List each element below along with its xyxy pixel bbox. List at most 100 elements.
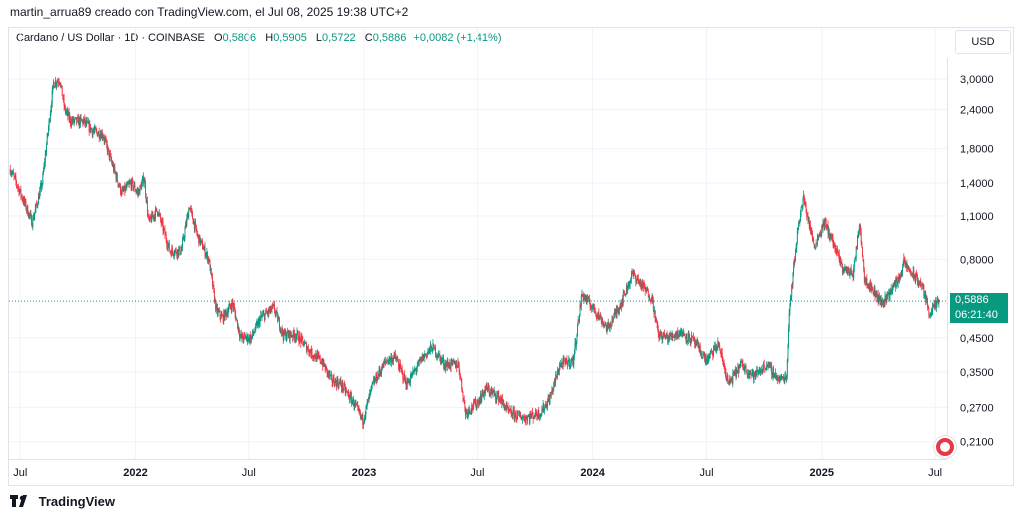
candle-body: [803, 195, 805, 203]
candle-body: [79, 117, 81, 125]
candle-body: [753, 370, 754, 380]
candle-body: [877, 294, 879, 303]
candle-body: [21, 195, 23, 200]
candle-body: [61, 85, 63, 87]
currency-button[interactable]: USD: [955, 30, 1011, 54]
candle-body: [596, 315, 598, 317]
candle-body: [14, 176, 16, 178]
candle-body: [823, 221, 825, 223]
candle-body: [501, 398, 503, 404]
candle-body: [390, 356, 392, 359]
candle-body: [677, 331, 679, 336]
candle-body: [878, 298, 880, 303]
candle-body: [923, 285, 925, 297]
candle-body: [463, 399, 465, 403]
candle-body: [44, 162, 46, 165]
candle-body: [671, 334, 673, 338]
candle-body: [73, 117, 74, 122]
candle-body: [529, 413, 531, 421]
symbol-name[interactable]: Cardano / US Dollar · 1D · COINBASE: [16, 32, 205, 44]
candle-body: [597, 316, 599, 317]
candle-body: [554, 379, 556, 383]
candle-body: [227, 312, 228, 316]
candle-body: [553, 382, 555, 388]
candle-body: [860, 232, 862, 243]
candle-body: [36, 204, 38, 206]
candle-body: [766, 365, 768, 369]
candle-body: [633, 271, 635, 275]
candle-body: [294, 334, 295, 339]
candle-body: [259, 318, 261, 325]
candle-body: [475, 399, 477, 408]
candle-body: [445, 363, 447, 369]
candle-body: [213, 289, 215, 302]
candle-body: [381, 370, 383, 374]
candle-body: [800, 213, 801, 221]
candle-body: [27, 206, 29, 216]
candle-body: [883, 300, 885, 304]
candle-body: [577, 325, 579, 335]
candle-body: [511, 414, 513, 418]
candle-body: [634, 273, 636, 278]
candle-body: [406, 380, 408, 389]
candle-body: [811, 231, 813, 239]
candle-body: [131, 179, 133, 181]
us-flag-icon[interactable]: [934, 436, 956, 458]
candle-body: [442, 358, 444, 361]
candle-body: [165, 234, 166, 236]
candle-body: [141, 179, 143, 183]
candle-body: [639, 281, 641, 284]
candle-body: [350, 394, 352, 396]
candle-body: [490, 392, 491, 395]
tradingview-footer[interactable]: TradingView: [10, 494, 115, 512]
candle-body: [848, 269, 850, 275]
candle-body: [235, 313, 237, 320]
candle-body: [94, 127, 96, 131]
candle-body: [138, 190, 140, 194]
candle-body: [172, 251, 174, 255]
candle-body: [86, 121, 88, 124]
candle-body: [590, 307, 592, 310]
candle-body: [242, 338, 244, 341]
candle-body: [749, 370, 751, 375]
candle-body: [719, 345, 721, 350]
candle-body: [836, 249, 838, 253]
candle-body: [634, 271, 635, 274]
time-scale[interactable]: [9, 459, 947, 486]
price-scale[interactable]: [947, 58, 1014, 459]
candle-body: [496, 394, 498, 396]
candle-body: [351, 401, 353, 404]
candle-body: [629, 281, 630, 285]
candle-body: [19, 190, 21, 194]
candle-body: [15, 176, 17, 182]
candle-body: [873, 293, 875, 296]
candle-body: [436, 355, 438, 357]
candle-body: [440, 357, 442, 363]
candle-body: [513, 410, 515, 419]
candle-body: [471, 405, 473, 409]
candle-body: [274, 304, 275, 312]
candle-body: [345, 390, 347, 393]
candle-body: [46, 144, 48, 153]
bar-countdown-tag: 06:21:40: [950, 308, 1008, 324]
candle-body: [253, 333, 255, 334]
candle-body: [50, 108, 52, 115]
candle-body: [771, 365, 773, 375]
candle-body: [589, 298, 590, 304]
candle-body: [751, 372, 753, 375]
candle-body: [408, 381, 410, 384]
candle-body: [567, 363, 568, 367]
candle-body: [168, 242, 170, 245]
candle-body: [570, 359, 572, 363]
candle-body: [224, 310, 226, 320]
candle-body: [410, 374, 412, 378]
candle-body: [280, 329, 282, 333]
candle-body: [934, 303, 935, 307]
candle-body: [44, 154, 46, 163]
candle-body: [304, 342, 306, 345]
candle-body: [671, 335, 672, 338]
candle-body: [424, 354, 426, 358]
candle-body: [267, 309, 269, 315]
candle-body: [508, 410, 510, 412]
